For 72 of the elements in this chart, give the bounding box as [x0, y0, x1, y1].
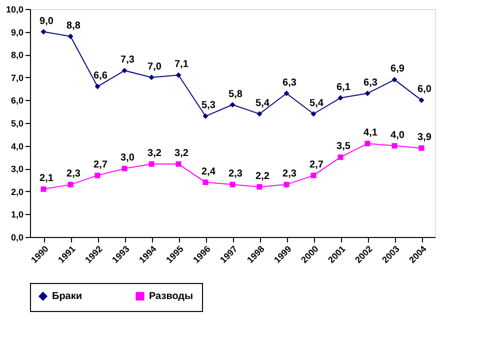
data-label: 5,4 [256, 98, 270, 109]
point [364, 90, 370, 96]
data-label: 9,0 [40, 16, 54, 27]
point [148, 161, 154, 167]
point [338, 95, 344, 101]
point [176, 161, 182, 167]
data-label: 7,3 [120, 54, 135, 66]
y-tick-label: 6,0 [10, 96, 24, 106]
data-label: 6,0 [418, 84, 432, 96]
point [284, 182, 290, 188]
y-tick-label: 3,0 [10, 164, 24, 174]
point [256, 184, 262, 190]
point [122, 68, 128, 74]
data-label: 7,1 [174, 59, 189, 70]
y-tick-label: 7,0 [10, 72, 24, 83]
point [202, 180, 208, 186]
point [284, 90, 290, 96]
data-label: 2,7 [94, 159, 108, 170]
point [122, 166, 128, 172]
y-tick-label: 9,0 [10, 27, 24, 38]
data-label: 3,9 [418, 132, 432, 144]
point [94, 84, 100, 90]
point [310, 172, 316, 178]
data-label: 4,0 [390, 130, 405, 141]
y-tick-label: 2,0 [10, 186, 24, 197]
legend-label: Разводы [149, 291, 194, 302]
point [310, 111, 316, 117]
data-label: 2,4 [202, 166, 216, 178]
legend-label: Браки [52, 291, 82, 302]
point [256, 111, 262, 117]
point [202, 113, 208, 119]
data-label: 3,5 [336, 141, 351, 152]
data-label: 6,9 [390, 64, 405, 75]
point [392, 76, 398, 82]
y-tick-label: 0,0 [10, 232, 24, 242]
point [230, 182, 236, 188]
data-label: 2,1 [40, 173, 54, 184]
point [68, 34, 74, 40]
data-label: 2,3 [66, 168, 81, 180]
data-label: 6,6 [94, 70, 108, 82]
data-label: 2,3 [282, 168, 297, 180]
y-tick-label: 8,0 [10, 50, 24, 60]
point [392, 143, 398, 149]
point [40, 29, 46, 35]
y-tick-label: 10,0 [6, 4, 24, 14]
data-label: 7,0 [148, 61, 162, 72]
data-label: 6,1 [336, 82, 351, 93]
point [418, 97, 424, 103]
data-label: 3,0 [120, 152, 135, 164]
data-label: 6,3 [282, 77, 297, 88]
point [94, 172, 100, 178]
data-label: 4,1 [364, 128, 378, 139]
y-tick-label: 1,0 [10, 210, 24, 220]
y-tick-label: 5,0 [10, 118, 24, 128]
point [418, 145, 424, 151]
data-label: 5,3 [202, 100, 216, 112]
data-label: 2,3 [228, 168, 243, 180]
point [68, 182, 74, 188]
y-tick-label: 4,0 [10, 141, 24, 152]
data-label: 3,2 [174, 148, 189, 160]
point [176, 72, 182, 78]
data-label: 2,7 [310, 159, 324, 170]
point [338, 154, 344, 160]
data-label: 5,8 [228, 88, 243, 100]
data-label: 6,3 [364, 77, 378, 88]
point [40, 186, 46, 192]
data-label: 3,2 [148, 148, 162, 160]
data-label: 5,4 [310, 98, 324, 109]
point [148, 74, 154, 80]
point [364, 140, 370, 146]
data-label: 2,2 [256, 170, 270, 182]
data-label: 8,8 [66, 20, 81, 32]
